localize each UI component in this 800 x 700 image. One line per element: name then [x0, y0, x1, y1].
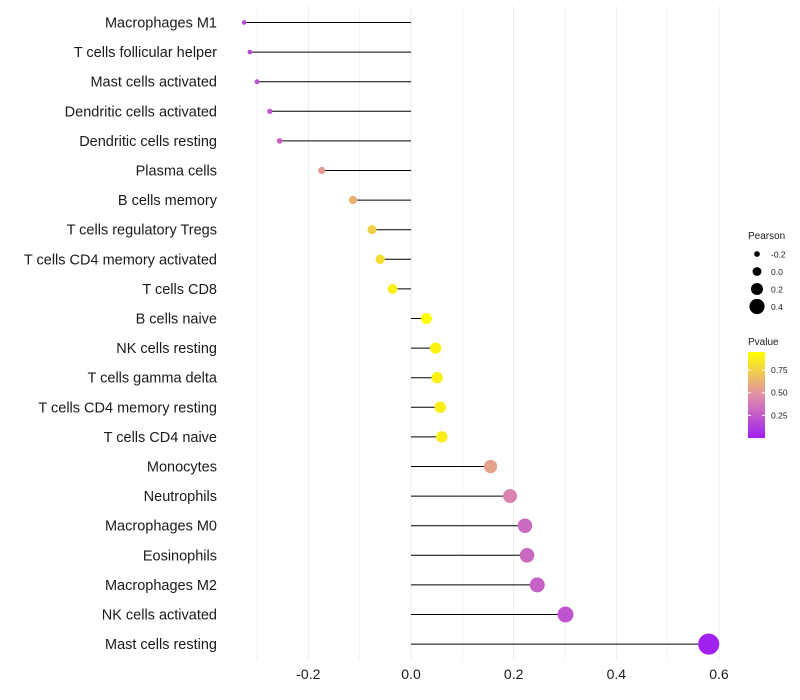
size-legend-label: 0.4 [771, 302, 783, 312]
y-tick-label: Plasma cells [136, 164, 217, 180]
y-tick-label: T cells CD4 memory resting [38, 400, 217, 416]
data-point [557, 606, 574, 623]
grid-lines [256, 6, 720, 660]
x-tick-label: 0.6 [709, 666, 729, 682]
color-legend-bar [748, 352, 765, 438]
color-legend-ticks: 0.75 0.50 0.25 [748, 365, 788, 420]
x-tick-label: 0.0 [401, 666, 421, 682]
x-axis-labels: -0.2 0.0 0.2 0.4 0.6 [296, 666, 729, 682]
size-legend-title: Pearson [748, 231, 785, 242]
y-tick-label: T cells follicular helper [74, 45, 217, 61]
y-tick-label: Eosinophils [143, 548, 217, 564]
y-tick-label: NK cells resting [116, 341, 217, 357]
data-point [267, 108, 273, 114]
data-point [276, 138, 283, 144]
legend: Pearson -0.2 0.0 0.2 0.4 Pvalue 0.75 0.50 0.2… [748, 231, 788, 438]
size-legend-label: 0.2 [771, 285, 783, 295]
x-tick-label: 0.2 [504, 666, 524, 682]
y-tick-label: T cells gamma delta [88, 371, 218, 387]
data-point [519, 548, 535, 563]
y-tick-label: Macrophages M0 [105, 519, 217, 535]
data-point [434, 401, 447, 414]
data-point [517, 518, 533, 533]
y-tick-label: Mast cells activated [90, 75, 217, 91]
data-point [375, 254, 385, 264]
y-tick-label: Monocytes [147, 460, 217, 476]
y-axis-labels: Macrophages M1 T cells follicular helper M… [24, 16, 218, 654]
color-tick-label: 0.75 [771, 365, 788, 375]
size-legend-dot [750, 282, 764, 296]
data-point [529, 577, 545, 593]
y-tick-label: T cells CD4 memory activated [24, 252, 217, 268]
size-legend-label: -0.2 [771, 250, 786, 260]
y-tick-label: T cells regulatory Tregs [67, 223, 217, 239]
points [241, 20, 720, 655]
size-legend-entries: -0.2 0.0 0.2 0.4 [749, 250, 786, 315]
color-tick-label: 0.25 [771, 410, 788, 420]
data-point [367, 225, 377, 235]
color-legend-title: Pvalue [748, 337, 779, 348]
data-point [436, 431, 448, 443]
y-tick-label: Dendritic cells resting [79, 134, 217, 150]
data-point [254, 79, 260, 85]
y-tick-label: Neutrophils [144, 489, 217, 505]
size-legend-dot [752, 267, 762, 276]
data-point [483, 459, 498, 474]
stems [244, 22, 709, 645]
y-tick-label: B cells naive [136, 312, 217, 328]
y-tick-label: T cells CD8 [142, 282, 217, 298]
x-tick-label: -0.2 [296, 666, 320, 682]
y-tick-label: Dendritic cells activated [65, 104, 217, 120]
data-point [348, 195, 358, 205]
data-point [503, 489, 518, 504]
y-tick-label: NK cells activated [102, 608, 217, 624]
y-tick-label: B cells memory [118, 193, 218, 209]
data-point [698, 633, 720, 655]
size-legend-dot [749, 298, 765, 315]
size-legend-label: 0.0 [771, 267, 783, 277]
data-point [247, 49, 253, 55]
color-tick-label: 0.50 [771, 388, 788, 398]
y-tick-label: Macrophages M2 [105, 578, 217, 594]
data-point [387, 284, 398, 294]
data-point [241, 20, 247, 25]
y-tick-label: Mast cells resting [105, 637, 217, 653]
size-legend-dot [754, 251, 760, 257]
data-point [318, 166, 326, 175]
data-point [431, 372, 443, 384]
data-point [429, 342, 442, 354]
data-point [420, 313, 432, 324]
y-tick-label: Macrophages M1 [105, 16, 217, 32]
y-tick-label: T cells CD4 naive [104, 430, 217, 446]
x-tick-label: 0.4 [607, 666, 627, 682]
